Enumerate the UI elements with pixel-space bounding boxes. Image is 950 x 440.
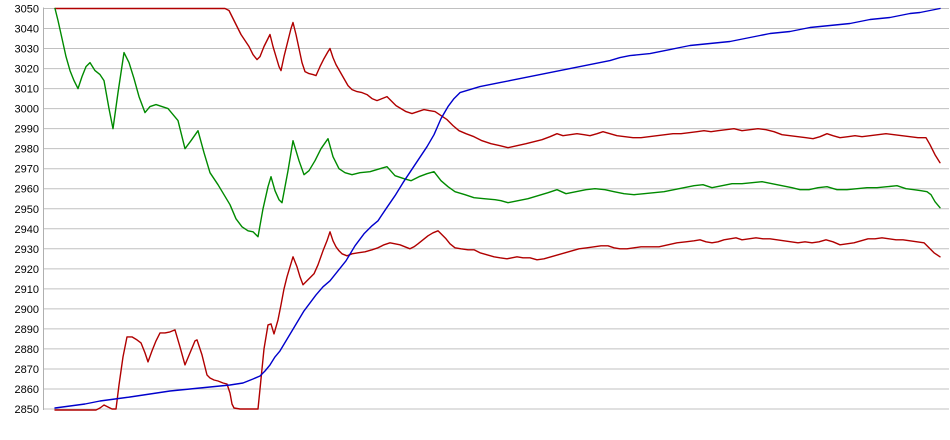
y-tick-label: 2940 [15,224,39,236]
y-tick-label: 2860 [15,384,39,396]
y-tick-label: 2980 [15,144,39,156]
y-tick-label: 2930 [15,244,39,256]
y-tick-label: 2910 [15,284,39,296]
y-tick-label: 3000 [15,104,39,116]
y-tick-label: 3030 [15,44,39,56]
y-tick-label: 3020 [15,64,39,76]
y-tick-label: 2970 [15,164,39,176]
y-tick-label: 2850 [15,404,39,416]
y-tick-label: 2880 [15,344,39,356]
y-tick-label: 2920 [15,264,39,276]
gridlines-group [43,8,949,410]
y-tick-label: 2900 [15,304,39,316]
y-axis-labels-group: 3050 3040 3030 3020 3010 3000 2990 2980 2970 2960… [15,4,39,417]
y-tick-label: 2960 [15,184,39,196]
y-tick-label: 3010 [15,84,39,96]
y-tick-label: 2890 [15,324,39,336]
y-tick-label: 3050 [15,4,39,16]
y-tick-label: 3040 [15,24,39,36]
y-tick-label: 2950 [15,204,39,216]
series-line-blue [54,7,941,409]
y-tick-label: 2870 [15,364,39,376]
series-line-green [54,7,941,238]
y-tick-label: 2990 [15,124,39,136]
series-line-red-lower [54,230,941,411]
series-line-red-upper [54,7,941,164]
